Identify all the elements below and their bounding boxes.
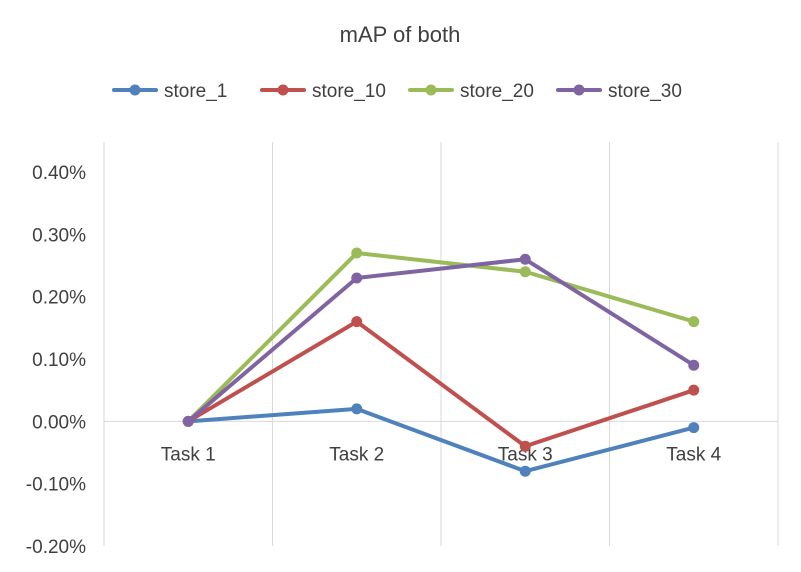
legend-item: store_20 xyxy=(408,81,534,102)
data-point xyxy=(351,403,363,415)
data-point xyxy=(182,415,194,427)
y-tick-label: 0.00% xyxy=(32,412,86,433)
y-tick-label: 0.20% xyxy=(32,288,86,309)
y-axis: 0.40% 0.30% 0.20% 0.10% 0.00% -0.10% -0.20% xyxy=(26,163,86,558)
x-tick-label: Task 4 xyxy=(666,444,721,465)
series-line xyxy=(186,406,696,474)
data-point xyxy=(351,272,363,284)
legend-marker xyxy=(573,84,585,96)
data-point xyxy=(688,316,700,328)
legend-marker xyxy=(425,84,437,96)
data-point xyxy=(688,422,700,434)
legend-marker xyxy=(277,84,289,96)
series-store-30 xyxy=(182,253,700,427)
data-point xyxy=(519,465,531,477)
series-line xyxy=(186,319,696,449)
legend-label: store_10 xyxy=(312,81,386,102)
data-point xyxy=(688,359,700,371)
legend-marker xyxy=(129,84,141,96)
data-point xyxy=(688,384,700,396)
legend-item: store_30 xyxy=(556,81,682,102)
x-tick-label: Task 1 xyxy=(161,444,216,465)
x-axis: Task 1 Task 2 Task 3 Task 4 xyxy=(161,444,722,465)
chart-title: mAP of both xyxy=(340,22,461,47)
legend-item: store_1 xyxy=(112,81,227,102)
legend-label: store_30 xyxy=(608,81,682,102)
data-point xyxy=(519,253,531,265)
data-point xyxy=(519,440,531,452)
data-point xyxy=(351,316,363,328)
series-layer xyxy=(182,247,700,477)
y-tick-label: -0.10% xyxy=(26,475,86,496)
x-tick-label: Task 2 xyxy=(329,444,384,465)
y-tick-label: 0.30% xyxy=(32,225,86,246)
legend-label: store_20 xyxy=(460,81,534,102)
series-line xyxy=(186,251,696,424)
y-tick-label: 0.10% xyxy=(32,350,86,371)
data-point xyxy=(351,247,363,259)
y-tick-label: -0.20% xyxy=(26,537,86,558)
data-point xyxy=(519,266,531,278)
legend: store_1 store_10 store_20 store_30 xyxy=(112,81,682,102)
x-tick-label: Task 3 xyxy=(498,444,553,465)
series-line xyxy=(186,257,696,424)
legend-label: store_1 xyxy=(164,81,227,102)
legend-item: store_10 xyxy=(260,81,386,102)
y-tick-label: 0.40% xyxy=(32,163,86,184)
grid xyxy=(103,142,779,546)
